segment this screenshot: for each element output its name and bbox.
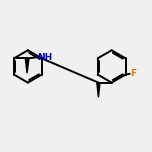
Text: NH: NH: [37, 53, 52, 62]
Polygon shape: [25, 58, 29, 73]
Text: F: F: [130, 69, 136, 78]
Polygon shape: [97, 83, 100, 97]
